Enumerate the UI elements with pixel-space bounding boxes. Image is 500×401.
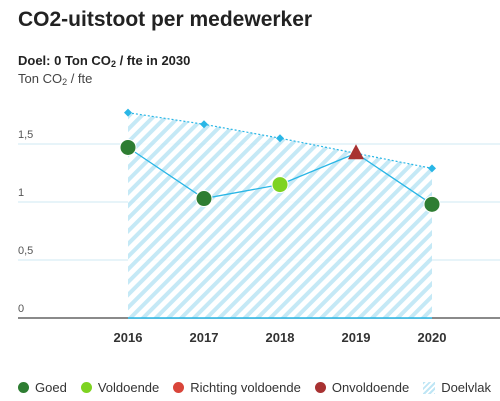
- target-marker: [428, 164, 436, 173]
- subtitle-prefix: Doel: 0 Ton CO: [18, 53, 111, 68]
- target-marker: [124, 108, 132, 117]
- legend-item-doelvlak: Doelvlak: [423, 380, 491, 395]
- x-tick-label: 2017: [190, 330, 219, 345]
- x-tick-label: 2020: [418, 330, 447, 345]
- subtitle-suffix: / fte in 2030: [115, 53, 191, 68]
- legend-item-voldoende: Voldoende: [80, 380, 160, 395]
- x-tick-label: 2019: [342, 330, 371, 345]
- target-marker: [200, 120, 208, 129]
- legend-label-goed: Goed: [35, 380, 67, 395]
- unit-prefix: Ton CO: [18, 71, 63, 86]
- data-point: [119, 138, 137, 156]
- y-tick-label: 1: [18, 187, 24, 199]
- subtitle-sub: 2: [110, 59, 116, 69]
- chart-legend: Goed Voldoende Richting voldoende Onvold…: [18, 380, 491, 395]
- chart-plot: 0 0,5 1 1,5 2016 2017 2018 2019 2020: [18, 108, 500, 345]
- data-point: [271, 176, 289, 194]
- data-point: [423, 195, 441, 213]
- y-axis-unit: Ton CO2 / fte: [18, 71, 92, 87]
- legend-item-onvoldoende: Onvoldoende: [314, 380, 410, 395]
- chart-subtitle: Doel: 0 Ton CO2 / fte in 2030: [18, 53, 190, 69]
- chart-title: CO2-uitstoot per medewerker: [18, 8, 313, 31]
- target-marker: [276, 134, 284, 143]
- y-tick-label: 1,5: [18, 129, 33, 141]
- unit-suffix: / fte: [67, 71, 93, 86]
- x-tick-label: 2016: [114, 330, 143, 345]
- x-tick-label: 2018: [266, 330, 295, 345]
- target-line: [127, 112, 433, 169]
- legend-item-goed: Goed: [18, 380, 67, 395]
- legend-label-richting-voldoende: Richting voldoende: [190, 380, 301, 395]
- legend-label-doelvlak: Doelvlak: [441, 380, 492, 395]
- y-tick-label: 0: [18, 303, 24, 315]
- legend-swatch-doelvlak: [423, 381, 436, 394]
- legend-label-onvoldoende: Onvoldoende: [331, 380, 410, 395]
- legend-swatch-goed: [18, 382, 29, 393]
- legend-swatch-richting-voldoende: [173, 382, 185, 393]
- data-point-triangle: [348, 144, 364, 160]
- legend-label-voldoende: Voldoende: [97, 380, 160, 395]
- target-area: [128, 112, 432, 319]
- unit-sub: 2: [62, 77, 68, 87]
- legend-swatch-onvoldoende: [314, 382, 326, 393]
- y-tick-label: 0,5: [18, 245, 33, 257]
- legend-item-richting-voldoende: Richting voldoende: [173, 380, 301, 395]
- data-point: [195, 190, 213, 208]
- legend-swatch-voldoende: [80, 382, 92, 393]
